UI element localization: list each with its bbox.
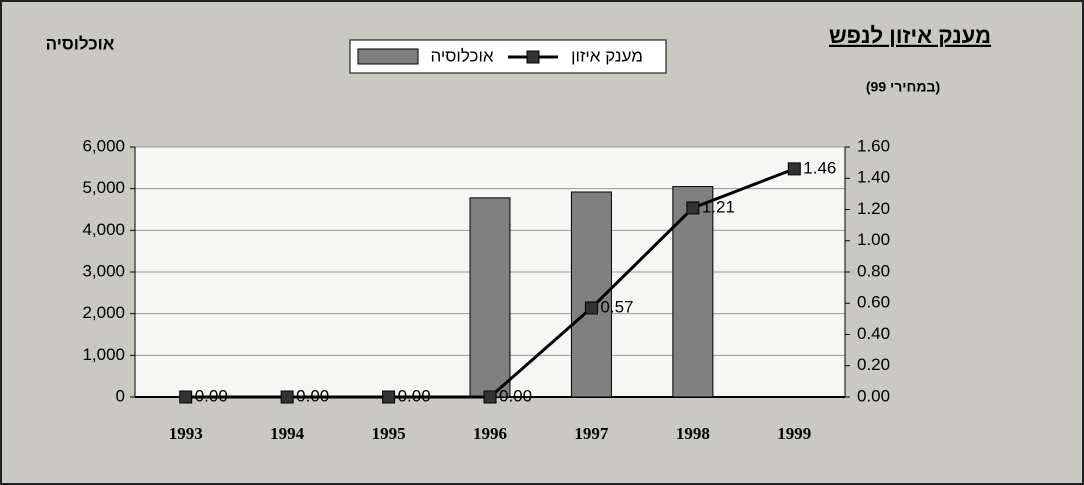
x-tick-label: 1997 xyxy=(574,424,609,443)
legend: אוכלוסיה מענק איזון xyxy=(349,39,667,74)
marker xyxy=(179,390,193,404)
y2-tick-label: 0.20 xyxy=(857,355,890,374)
chart-subtitle: (במחירי 99) xyxy=(866,79,940,95)
y-axis-label: אוכלוסיה xyxy=(46,34,115,53)
legend-swatch xyxy=(357,48,419,65)
y-tick-label: 6,000 xyxy=(82,136,125,155)
data-label: 1.46 xyxy=(803,158,836,177)
x-tick-label: 1998 xyxy=(676,424,710,443)
legend-label: אוכלוסיה xyxy=(430,46,493,65)
x-tick-label: 1996 xyxy=(473,424,507,443)
data-label: 0.00 xyxy=(296,386,329,405)
data-label: 0.00 xyxy=(195,386,228,405)
marker xyxy=(280,390,294,404)
x-tick-label: 1995 xyxy=(372,424,406,443)
chart-title: מענק איזון לנפש xyxy=(829,23,991,48)
y2-tick-label: 1.40 xyxy=(857,168,890,187)
marker xyxy=(382,390,396,404)
marker xyxy=(584,301,598,315)
y2-tick-label: 0.40 xyxy=(857,324,890,343)
y2-tick-label: 0.00 xyxy=(857,386,890,405)
legend-marker xyxy=(526,50,540,64)
x-tick-label: 1993 xyxy=(169,424,203,443)
marker xyxy=(787,162,801,176)
data-label: 0.00 xyxy=(398,386,431,405)
legend-label: מענק איזון xyxy=(571,46,643,65)
y2-tick-label: 1.20 xyxy=(857,199,890,218)
marker xyxy=(686,201,700,215)
bar xyxy=(469,197,511,398)
x-tick-label: 1994 xyxy=(270,424,305,443)
data-label: 0.57 xyxy=(600,297,633,316)
y2-tick-label: 1.00 xyxy=(857,230,890,249)
marker xyxy=(483,390,497,404)
y-tick-label: 2,000 xyxy=(82,303,125,322)
y2-tick-label: 1.60 xyxy=(857,136,890,155)
y-tick-label: 4,000 xyxy=(82,220,125,239)
bar xyxy=(672,186,714,398)
data-label: 0.00 xyxy=(499,386,532,405)
y-tick-label: 1,000 xyxy=(82,345,125,364)
y-tick-label: 5,000 xyxy=(82,178,125,197)
data-label: 1.21 xyxy=(702,197,735,216)
y-tick-label: 3,000 xyxy=(82,261,125,280)
y2-tick-label: 0.80 xyxy=(857,261,890,280)
y-tick-label: 0 xyxy=(116,386,125,405)
x-tick-label: 1999 xyxy=(777,424,811,443)
y2-tick-label: 0.60 xyxy=(857,293,890,312)
